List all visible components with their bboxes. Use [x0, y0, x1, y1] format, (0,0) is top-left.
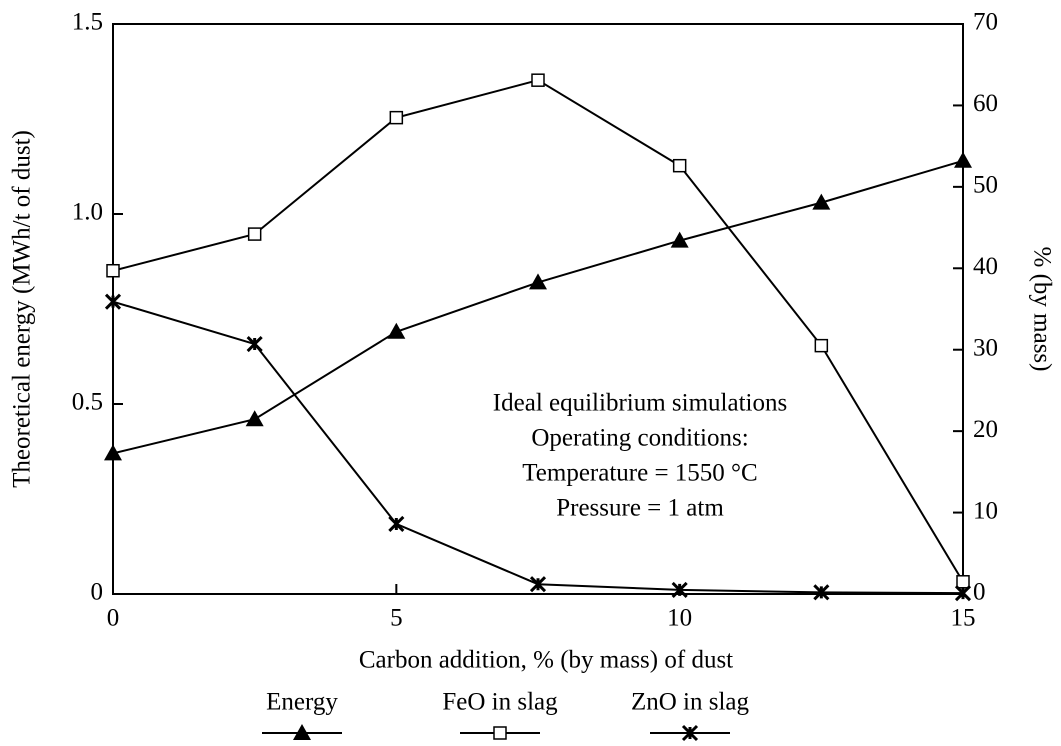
marker-cross: [529, 576, 547, 593]
y2-tick-label: 30: [973, 334, 998, 361]
marker-triangle: [670, 231, 689, 248]
y-axis-label: Theoretical energy (MWh/t of dust): [9, 130, 36, 488]
y2-tick-label: 40: [973, 253, 998, 280]
y2-tick-label: 70: [973, 9, 998, 36]
marker-square: [956, 575, 970, 589]
legend-label: ZnO in slag: [631, 689, 750, 716]
marker-cross: [246, 335, 263, 353]
y2-tick-label: 60: [973, 90, 998, 117]
marker-square: [106, 263, 120, 278]
annotation: Ideal equilibrium simulations: [493, 390, 787, 417]
marker-cross: [813, 584, 830, 601]
legend-label: FeO in slag: [442, 689, 558, 716]
plot-frame: [112, 23, 964, 595]
marker-square: [672, 158, 687, 173]
marker-cross: [671, 581, 688, 598]
marker-cross: [954, 585, 972, 602]
x-tick-label: 0: [107, 605, 120, 632]
marker-triangle: [529, 273, 547, 290]
marker-square: [531, 73, 545, 87]
marker-triangle: [104, 444, 122, 461]
annotation: Pressure = 1 atm: [556, 495, 724, 522]
marker-square: [493, 726, 507, 740]
x-tick-label: 15: [951, 605, 976, 632]
marker-square: [247, 227, 262, 241]
y-tick-label: 0: [91, 579, 104, 606]
x-axis-label: Carbon addition, % (by mass) of dust: [359, 647, 733, 674]
y2-tick-label: 10: [973, 497, 998, 524]
marker-cross: [388, 515, 405, 533]
marker-triangle: [293, 724, 311, 740]
y2-tick-label: 50: [973, 172, 998, 199]
annotation: Temperature = 1550 °C: [522, 460, 757, 487]
marker-triangle: [954, 151, 972, 168]
legend-label: Energy: [266, 689, 338, 716]
marker-triangle: [387, 322, 406, 339]
y2-tick-label: 20: [973, 416, 998, 443]
marker-square: [814, 338, 829, 353]
x-tick-label: 5: [390, 605, 403, 632]
y-tick-label: 1.0: [72, 199, 103, 226]
marker-square: [389, 110, 404, 125]
x-tick-label: 10: [667, 605, 692, 632]
y2-axis-label: % (by mass): [1028, 247, 1055, 372]
marker-cross: [681, 724, 699, 742]
marker-triangle: [245, 410, 264, 427]
marker-cross: [104, 293, 122, 310]
series-line: [112, 79, 964, 583]
y2-tick-label: 0: [973, 579, 986, 606]
marker-triangle: [812, 193, 831, 210]
annotation: Operating conditions:: [531, 425, 748, 452]
y-tick-label: 0.5: [72, 389, 103, 416]
y-tick-label: 1.5: [72, 9, 103, 36]
